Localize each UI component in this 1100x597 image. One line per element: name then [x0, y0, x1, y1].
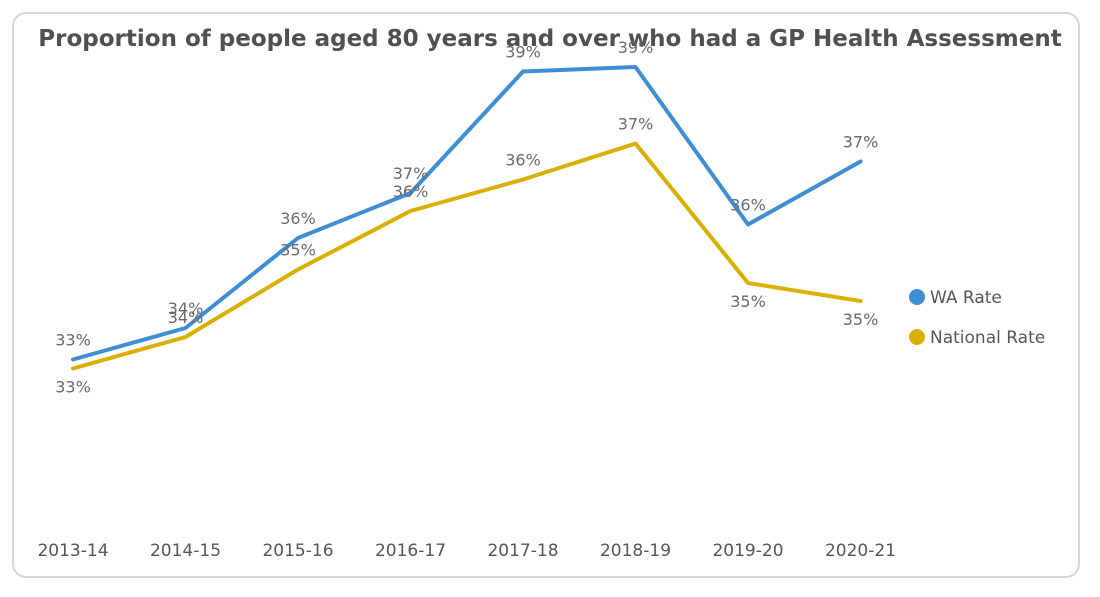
data-label: 37%: [393, 164, 429, 183]
chart-title: Proportion of people aged 80 years and o…: [38, 26, 1062, 52]
x-tick-label: 2016-17: [375, 541, 446, 561]
x-tick-label: 2020-21: [825, 541, 896, 561]
data-label: 37%: [843, 133, 879, 152]
chart-card: [12, 12, 1080, 578]
legend-marker: [909, 289, 925, 305]
legend-label: National Rate: [930, 328, 1045, 348]
x-tick-label: 2017-18: [487, 541, 558, 561]
data-label: 35%: [843, 310, 879, 329]
data-label: 39%: [505, 43, 541, 62]
data-label: 39%: [618, 38, 654, 57]
x-tick-label: 2013-14: [37, 541, 108, 561]
data-label: 33%: [55, 331, 91, 350]
data-label: 35%: [730, 292, 766, 311]
series-line-wa-rate: [71, 65, 863, 362]
data-label: 36%: [505, 151, 541, 170]
data-label: 34%: [168, 308, 204, 327]
data-label: 34%: [168, 299, 204, 318]
legend-marker: [909, 329, 925, 345]
x-tick-label: 2018-19: [600, 541, 671, 561]
data-label: 37%: [618, 115, 654, 134]
series-line-national-rate: [71, 141, 863, 371]
data-label: 36%: [393, 182, 429, 201]
x-tick-label: 2019-20: [712, 541, 783, 561]
data-label: 36%: [280, 209, 316, 228]
data-label: 33%: [55, 378, 91, 397]
x-tick-label: 2014-15: [150, 541, 221, 561]
legend-label: WA Rate: [930, 288, 1002, 308]
x-tick-label: 2015-16: [262, 541, 333, 561]
data-label: 36%: [730, 196, 766, 215]
data-label: 35%: [280, 241, 316, 260]
